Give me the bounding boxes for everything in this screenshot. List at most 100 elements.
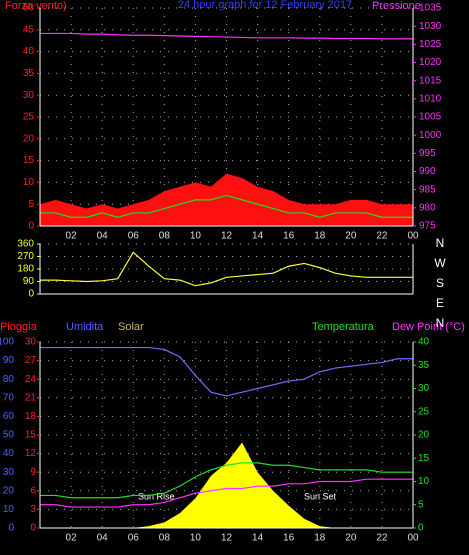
compass-label: E: [436, 296, 444, 310]
y-tick-label: 0: [28, 289, 34, 300]
y-tick-label: 35: [418, 360, 430, 371]
y-tick-label: 60: [3, 411, 15, 422]
y-tick-label: 5: [418, 499, 424, 510]
x-tick-label: 10: [190, 533, 202, 544]
y-tick-label: 50: [23, 3, 35, 14]
x-tick-label: 02: [66, 231, 78, 242]
compass-label: S: [436, 276, 444, 290]
y-tick-label: 90: [23, 276, 35, 287]
y-tick-label: 995: [419, 148, 436, 159]
y-tick-label: 30: [23, 90, 35, 101]
y-tick-label: 24: [25, 374, 37, 385]
x-tick-label: 22: [376, 533, 388, 544]
compass-label: W: [434, 256, 446, 270]
x-tick-label: 00: [407, 533, 419, 544]
y-tick-label: 180: [17, 264, 34, 275]
x-tick-label: 22: [376, 231, 388, 242]
y-tick-label: 1020: [419, 57, 442, 68]
x-tick-label: 06: [128, 533, 140, 544]
y-tick-label: 15: [418, 453, 430, 464]
y-tick-label: 40: [23, 46, 35, 57]
y-tick-label: 270: [17, 251, 34, 262]
y-tick-label: 10: [3, 504, 15, 515]
y-tick-label: 1030: [419, 21, 442, 32]
y-tick-label: 6: [30, 485, 36, 496]
y-tick-label: 980: [419, 202, 436, 213]
y-tick-label: 1010: [419, 93, 442, 104]
y-tick-label: 1015: [419, 75, 442, 86]
y-tick-label: 3: [30, 504, 36, 515]
y-tick-label: 50: [3, 430, 15, 441]
x-tick-label: 14: [252, 533, 264, 544]
x-tick-label: 06: [128, 231, 140, 242]
y-tick-label: 21: [25, 392, 37, 403]
y-tick-label: 0: [8, 523, 14, 534]
y-tick-label: 25: [23, 112, 35, 123]
y-tick-label: 5: [28, 199, 34, 210]
rain-axis-title: Pioggia: [0, 321, 38, 333]
compass-label: N: [436, 236, 445, 250]
y-tick-label: 40: [3, 448, 15, 459]
y-tick-label: 80: [3, 374, 15, 385]
humidity-axis-title: Umidita: [66, 321, 104, 333]
pressure-axis-title: Pressione: [372, 0, 421, 12]
y-tick-label: 975: [419, 221, 436, 232]
y-tick-label: 0: [30, 523, 36, 534]
x-tick-label: 18: [314, 533, 326, 544]
y-tick-label: 1000: [419, 130, 442, 141]
y-tick-label: 15: [23, 155, 35, 166]
series-area: [40, 442, 413, 528]
y-tick-label: 360: [17, 239, 34, 250]
y-tick-label: 27: [25, 355, 37, 366]
y-tick-label: 12: [25, 448, 37, 459]
x-tick-label: 20: [345, 231, 357, 242]
x-tick-label: 04: [97, 231, 109, 242]
annotation: Sun Rise: [138, 491, 175, 501]
y-tick-label: 1035: [419, 3, 442, 14]
y-tick-label: 30: [3, 467, 15, 478]
series-line: [40, 478, 413, 508]
y-tick-label: 70: [3, 392, 15, 403]
series-line: [40, 251, 413, 287]
x-tick-label: 16: [283, 533, 295, 544]
dewpoint-title: Dew Point (°C): [392, 321, 465, 333]
y-tick-label: 30: [25, 337, 37, 348]
y-tick-label: 0: [28, 221, 34, 232]
y-tick-label: 1025: [419, 39, 442, 50]
temperature-axis-title: Temperatura: [312, 321, 375, 333]
y-tick-label: 985: [419, 184, 436, 195]
x-tick-label: 04: [97, 533, 109, 544]
x-tick-label: 12: [221, 533, 233, 544]
y-tick-label: 45: [23, 24, 35, 35]
y-tick-label: 10: [23, 177, 35, 188]
x-tick-label: 02: [66, 533, 78, 544]
x-tick-label: 16: [283, 231, 295, 242]
x-tick-label: 08: [159, 533, 171, 544]
series-line: [40, 32, 413, 40]
chart-title: 24 hour graph for 12 February 2017: [178, 0, 352, 11]
series-line: [40, 194, 413, 218]
x-tick-label: 18: [314, 231, 326, 242]
y-tick-label: 100: [0, 337, 14, 348]
y-tick-label: 15: [25, 430, 37, 441]
y-tick-label: 20: [3, 485, 15, 496]
wind-axis-title: Forza vento): [5, 0, 67, 12]
y-tick-label: 0: [418, 523, 424, 534]
x-tick-label: 20: [345, 533, 357, 544]
y-tick-label: 10: [418, 476, 430, 487]
y-tick-label: 20: [418, 430, 430, 441]
y-tick-label: 9: [30, 467, 36, 478]
y-tick-label: 25: [418, 406, 430, 417]
y-tick-label: 90: [3, 355, 15, 366]
x-tick-label: 08: [159, 231, 171, 242]
y-tick-label: 18: [25, 411, 37, 422]
x-tick-label: 10: [190, 231, 202, 242]
series-line: [40, 462, 413, 499]
compass-label: N: [436, 316, 445, 330]
y-tick-label: 20: [23, 133, 35, 144]
x-tick-label: 14: [252, 231, 264, 242]
annotation: Sun Set: [304, 491, 337, 501]
x-tick-label: 00: [407, 231, 419, 242]
